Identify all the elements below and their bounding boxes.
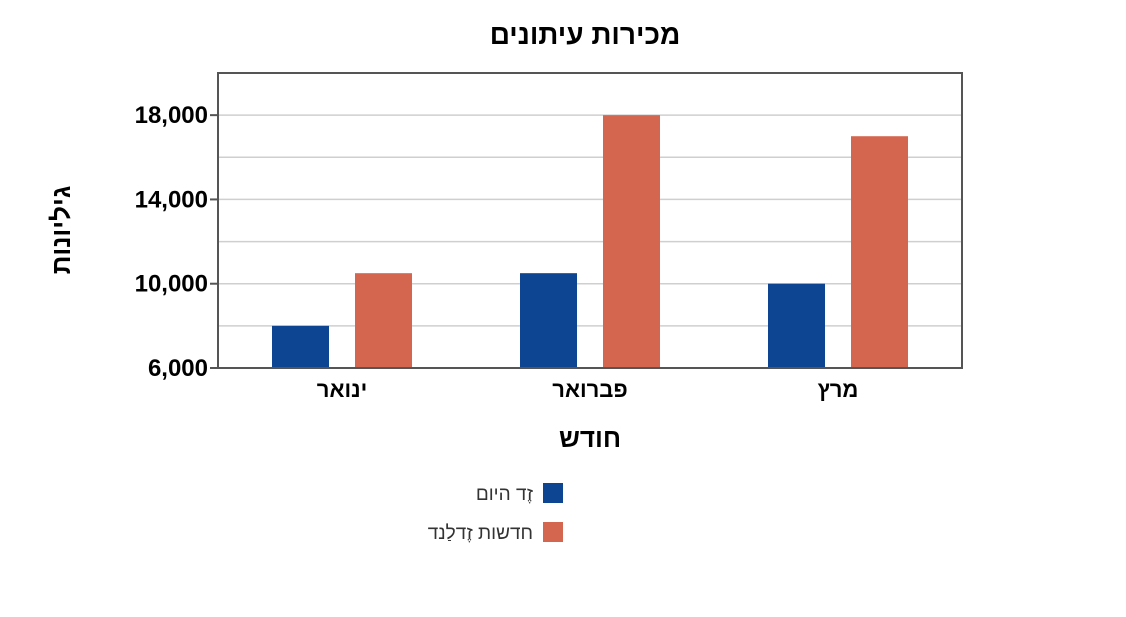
- legend-swatch: [543, 483, 563, 503]
- x-axis-categories: ינואר פברואר מרץ: [317, 377, 859, 402]
- bar: [851, 136, 908, 368]
- bar: [603, 115, 660, 369]
- y-tick-label: 14,000: [135, 186, 208, 213]
- y-axis-label: גיליונות: [46, 186, 76, 275]
- grid: [218, 72, 962, 369]
- x-category-label: פברואר: [552, 377, 627, 402]
- y-tick-label: 6,000: [148, 355, 208, 382]
- bar: [355, 273, 412, 368]
- bar: [768, 283, 825, 368]
- y-axis-ticks: 6,000 10,000 14,000 18,000: [135, 102, 218, 382]
- plot-frame: [217, 72, 963, 369]
- x-category-label: מרץ: [818, 377, 859, 402]
- x-category-label: ינואר: [317, 377, 367, 402]
- bar: [272, 325, 329, 368]
- legend-swatch: [543, 522, 563, 542]
- y-tick-label: 18,000: [135, 102, 208, 129]
- legend-label: זֶד היום: [476, 484, 533, 505]
- chart-title: מכירות עיתונים: [490, 19, 681, 50]
- legend: זֶד היום חדשות זֶדלַנד: [428, 483, 563, 544]
- legend-label: חדשות זֶדלַנד: [428, 523, 533, 544]
- x-axis-label: חודש: [559, 423, 621, 453]
- bars: [272, 115, 908, 369]
- y-tick-label: 10,000: [135, 271, 208, 298]
- bar: [520, 273, 577, 368]
